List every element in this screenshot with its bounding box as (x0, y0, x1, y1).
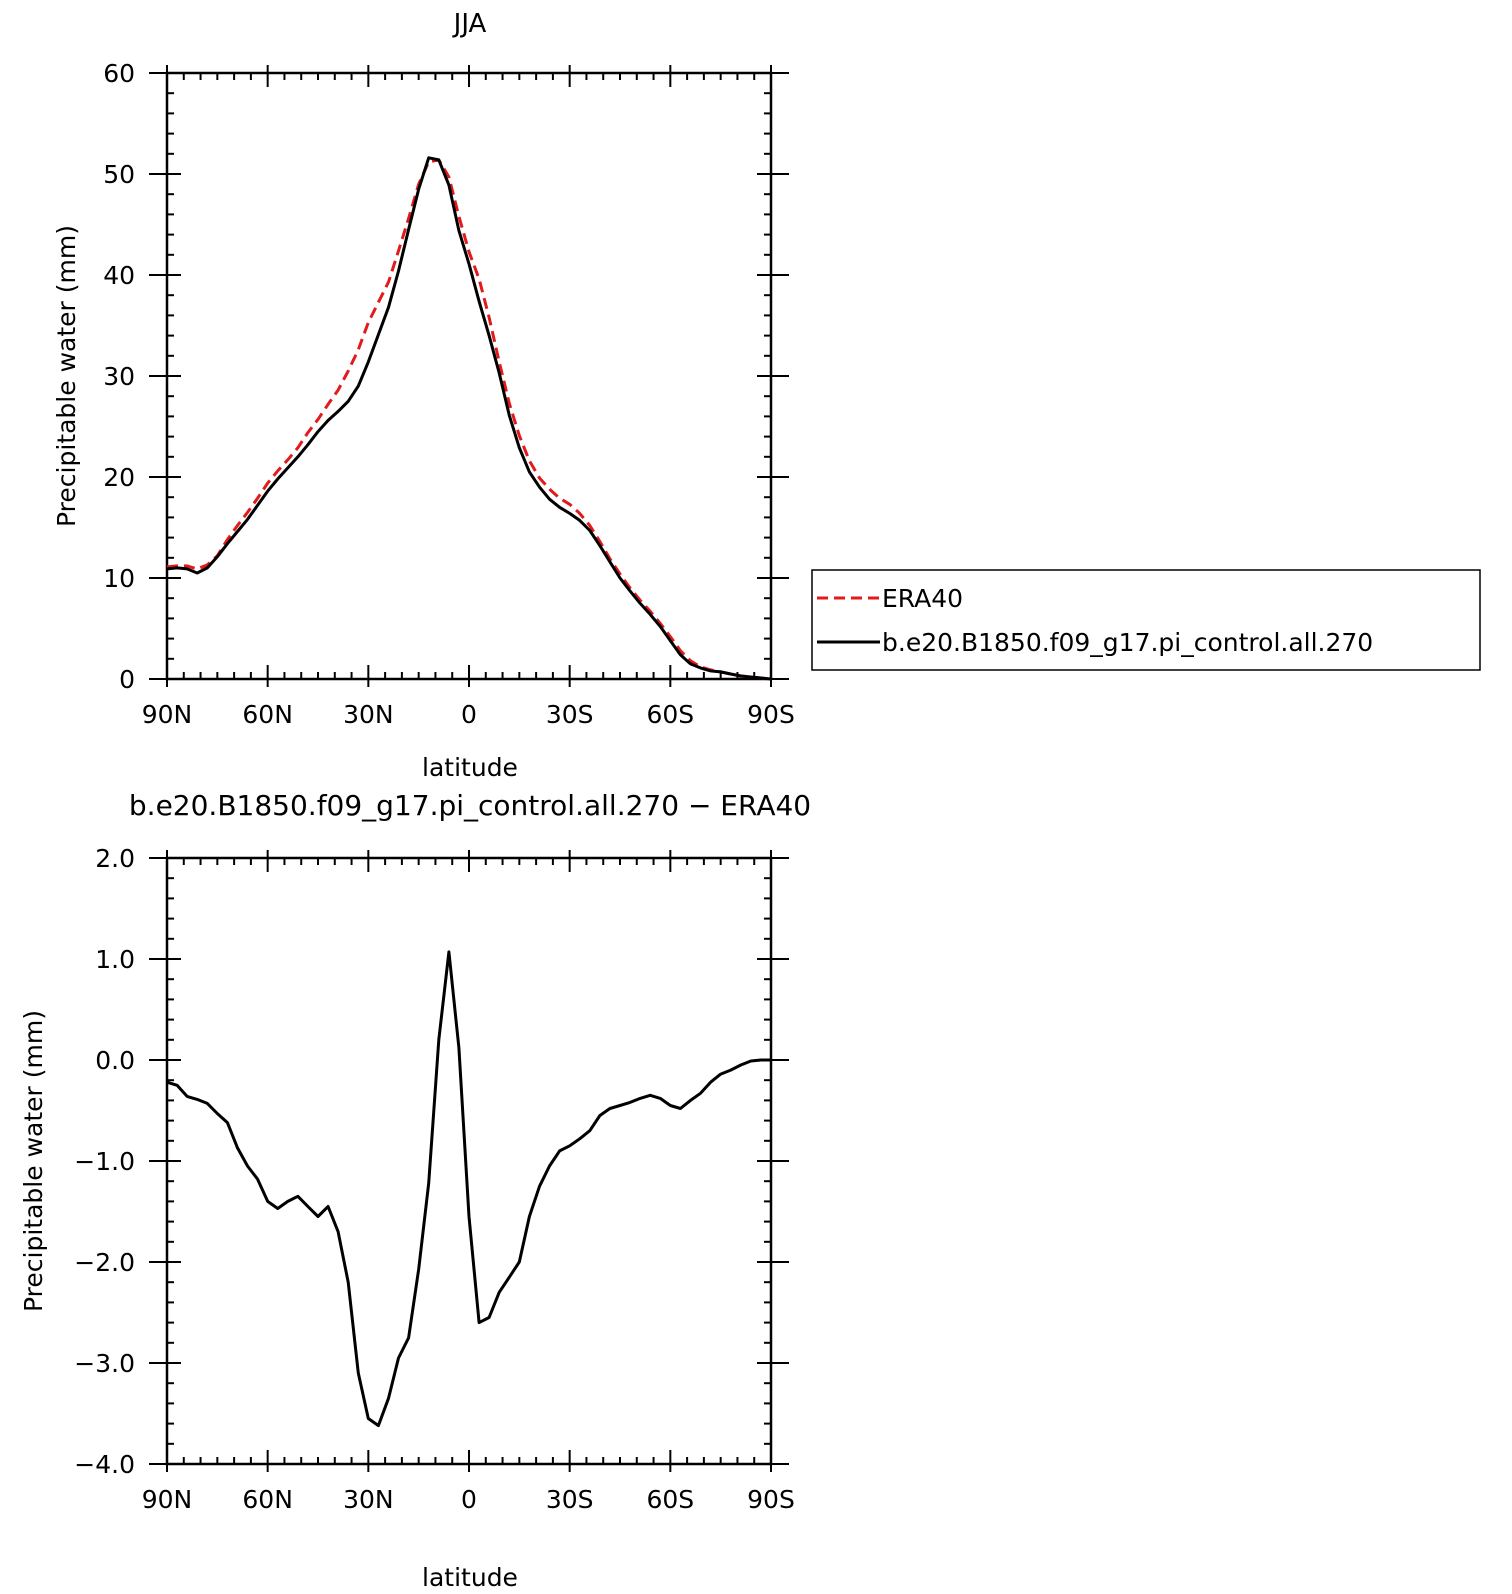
x-tick-label: 90S (747, 700, 795, 729)
top-panel-title: JJA (452, 9, 487, 39)
x-tick-label: 30S (546, 700, 594, 729)
x-tick-label: 60S (646, 700, 694, 729)
legend: ERA40 b.e20.B1850.f09_g17.pi_control.all… (811, 569, 1481, 671)
x-tick-label: 90N (142, 700, 193, 729)
bottom-panel-x-tick-labels: 90N 60N 30N 0 30S 60S 90S (142, 1485, 795, 1514)
bottom-panel-x-axis-label: latitude (422, 1563, 518, 1592)
x-tick-label: 0 (461, 700, 477, 729)
x-tick-label: 60S (646, 1485, 694, 1514)
x-tick-label: 30S (546, 1485, 594, 1514)
top-panel-y-tick-labels: 0 10 20 30 40 50 60 (103, 59, 135, 694)
top-panel-x-tick-labels: 90N 60N 30N 0 30S 60S 90S (142, 700, 795, 729)
bottom-panel-y-axis-label: Precipitable water (mm) (19, 1010, 48, 1312)
y-tick-label: 40 (103, 261, 135, 290)
x-tick-label: 60N (242, 700, 293, 729)
bottom-panel-series (166, 950, 771, 1428)
legend-label-model: b.e20.B1850.f09_g17.pi_control.all.270 (882, 628, 1373, 657)
y-tick-label: 30 (103, 362, 135, 391)
top-panel-x-axis-label: latitude (422, 753, 518, 782)
y-tick-label: −2.0 (74, 1248, 135, 1277)
series-line-era40 (166, 158, 772, 681)
y-tick-label: 50 (103, 160, 135, 189)
y-tick-label: −3.0 (74, 1349, 135, 1378)
y-tick-label: −4.0 (74, 1450, 135, 1479)
bottom-panel-y-tick-labels: 2.0 1.0 0.0 −1.0 −2.0 −3.0 −4.0 (74, 844, 135, 1479)
x-tick-label: 90N (142, 1485, 193, 1514)
top-panel-ticks (149, 65, 789, 687)
y-tick-label: 10 (103, 564, 135, 593)
y-tick-label: 20 (103, 463, 135, 492)
bottom-panel-ticks (149, 850, 789, 1472)
x-tick-label: 30N (343, 1485, 394, 1514)
x-tick-label: 90S (747, 1485, 795, 1514)
bottom-panel-title: b.e20.B1850.f09_g17.pi_control.all.270 −… (129, 789, 811, 822)
series-line-difference (166, 950, 771, 1428)
series-line-b-e20-b1850-f09-g17-pi-control-all-270 (166, 156, 772, 681)
top-panel-series (166, 156, 772, 681)
legend-label-era40: ERA40 (882, 584, 963, 613)
y-tick-label: −1.0 (74, 1147, 135, 1176)
top-panel-plot-frame (165, 71, 773, 681)
legend-box (811, 569, 1481, 671)
y-tick-label: 0 (119, 665, 135, 694)
top-panel-y-axis-label: Precipitable water (mm) (52, 225, 81, 527)
x-tick-label: 0 (461, 1485, 477, 1514)
bottom-panel-plot-frame (165, 856, 773, 1466)
y-tick-label: 1.0 (95, 945, 135, 974)
x-tick-label: 30N (343, 700, 394, 729)
bottom-panel: b.e20.B1850.f09_g17.pi_control.all.270 −… (19, 789, 811, 1592)
top-panel: JJA 90N 60N 30N 0 30S 60S 90S 0 10 20 30 40 50 60 la… (52, 9, 1481, 782)
x-tick-label: 60N (242, 1485, 293, 1514)
y-tick-label: 60 (103, 59, 135, 88)
y-tick-label: 0.0 (95, 1046, 135, 1075)
y-tick-label: 2.0 (95, 844, 135, 873)
